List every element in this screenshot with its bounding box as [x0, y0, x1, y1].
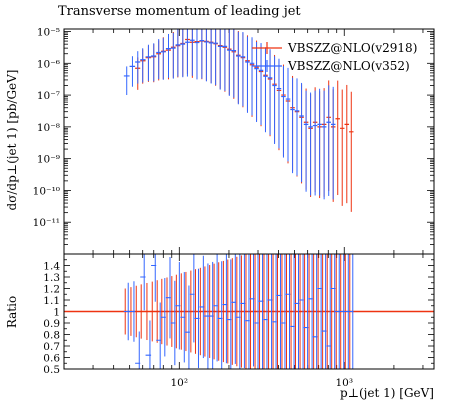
x-axis-label: p⊥(jet 1) [GeV] — [340, 386, 434, 400]
ratio-tick-label: 1 — [53, 307, 60, 319]
y-tick-label: 10⁻⁸ — [37, 122, 60, 134]
ratio-tick-label: 1.2 — [43, 284, 60, 296]
ratio-tick-label: 0.5 — [43, 364, 60, 376]
x-tick-label: 10² — [171, 377, 189, 389]
legend-entry-v2918: VBSZZ@NLO(v2918) — [252, 41, 417, 55]
ratio-y-axis-label: Ratio — [5, 296, 19, 328]
y-tick-label: 10⁻⁶ — [37, 58, 60, 70]
ratio-tick-label: 1.3 — [43, 272, 60, 284]
y-tick-label: 10⁻⁵ — [37, 27, 60, 39]
ratio-tick-label: 0.6 — [43, 353, 60, 365]
y-tick-label: 10⁻⁹ — [37, 154, 60, 166]
legend-entry-v352: VBSZZ@NLO(v352) — [252, 59, 410, 73]
y-tick-label: 10⁻¹⁰ — [33, 185, 60, 197]
y-axis-label: dσ/dp⊥(jet 1) [pb/GeV] — [5, 70, 19, 211]
ratio-tick-label: 1.4 — [43, 261, 60, 273]
ratio-tick-label: 1.1 — [43, 295, 60, 307]
y-tick-label: 10⁻¹¹ — [33, 217, 60, 229]
ratio-plot-panel — [63, 254, 434, 370]
main-plot-panel — [63, 29, 434, 255]
x-tick-label: 10³ — [335, 377, 353, 389]
series-line-1 — [123, 39, 336, 128]
legend-label-v352: VBSZZ@NLO(v352) — [287, 59, 410, 73]
chart-title: Transverse momentum of leading jet — [58, 4, 301, 19]
ratio-series-line — [123, 264, 354, 364]
ratio-tick-label: 0.7 — [43, 341, 60, 353]
legend-label-v2918: VBSZZ@NLO(v2918) — [287, 41, 417, 55]
ratio-plot-frame — [63, 253, 435, 370]
ratio-tick-label: 0.8 — [43, 330, 60, 342]
legend: VBSZZ@NLO(v2918) VBSZZ@NLO(v352) — [252, 41, 417, 73]
y-tick-label: 10⁻⁷ — [37, 90, 60, 102]
ratio-tick-label: 0.9 — [43, 318, 60, 330]
